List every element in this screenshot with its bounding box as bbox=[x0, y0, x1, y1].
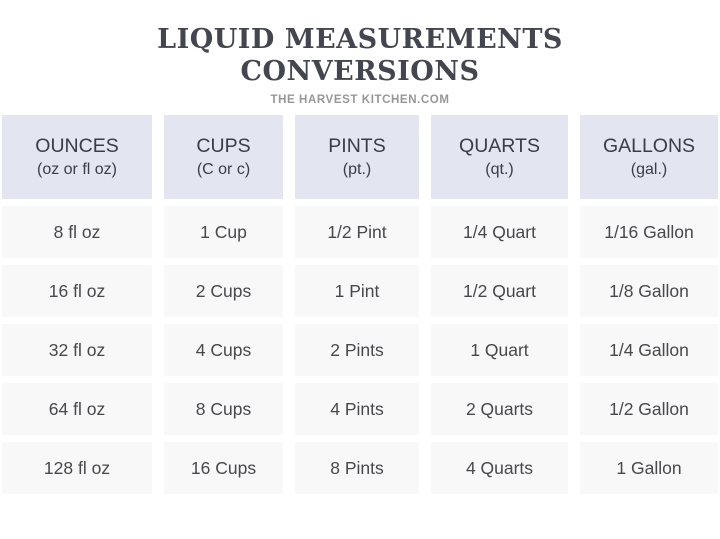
table-cell: 16 Cups bbox=[164, 442, 283, 494]
column-sublabel: (C or c) bbox=[196, 160, 251, 178]
table-cell: 8 Pints bbox=[295, 442, 419, 494]
table-cell: 4 Cups bbox=[164, 324, 283, 376]
title-block: LIQUID MEASUREMENTS CONVERSIONS THE HARV… bbox=[0, 24, 720, 106]
column-sublabel: (pt.) bbox=[342, 160, 372, 178]
table-cell: 128 fl oz bbox=[2, 442, 152, 494]
table-cell: 1 Quart bbox=[431, 324, 568, 376]
table-cell: 1 Gallon bbox=[580, 442, 718, 494]
table-cell: 2 Quarts bbox=[431, 383, 568, 435]
column-header-quarts: QUARTS (qt.) bbox=[431, 115, 568, 199]
column-label: QUARTS bbox=[459, 135, 540, 158]
table-cell: 1/2 Pint bbox=[295, 206, 419, 258]
table-cell: 1/2 Quart bbox=[431, 265, 568, 317]
page-title-line2: CONVERSIONS bbox=[240, 55, 480, 87]
column-sublabel: (oz or fl oz) bbox=[36, 160, 117, 178]
table-cell: 2 Cups bbox=[164, 265, 283, 317]
column-label: GALLONS bbox=[602, 135, 696, 158]
table-cell: 1/4 Quart bbox=[431, 206, 568, 258]
table-cell: 1/8 Gallon bbox=[580, 265, 718, 317]
table-cell: 32 fl oz bbox=[2, 324, 152, 376]
table-cell: 1 Cup bbox=[164, 206, 283, 258]
table-cell: 1/4 Gallon bbox=[580, 324, 718, 376]
table-cell: 1/2 Gallon bbox=[580, 383, 718, 435]
column-header-pints: PINTS (pt.) bbox=[295, 115, 419, 199]
table-cell: 8 fl oz bbox=[2, 206, 152, 258]
column-label: OUNCES bbox=[35, 135, 119, 158]
column-header-cups: CUPS (C or c) bbox=[164, 115, 283, 199]
column-header-ounces: OUNCES (oz or fl oz) bbox=[2, 115, 152, 199]
column-label: CUPS bbox=[196, 135, 251, 158]
column-sublabel: (gal.) bbox=[630, 160, 668, 178]
conversion-table: OUNCES (oz or fl oz) CUPS (C or c) PINTS (pt.… bbox=[2, 115, 718, 494]
table-cell: 64 fl oz bbox=[2, 383, 152, 435]
source-attribution: THE HARVEST KITCHEN.COM bbox=[270, 94, 450, 107]
column-sublabel: (qt.) bbox=[485, 160, 514, 178]
column-header-gallons: GALLONS (gal.) bbox=[580, 115, 718, 199]
column-label: PINTS bbox=[328, 135, 386, 158]
table-cell: 4 Quarts bbox=[431, 442, 568, 494]
table-cell: 4 Pints bbox=[295, 383, 419, 435]
table-cell: 1/16 Gallon bbox=[580, 206, 718, 258]
page-title-line1: LIQUID MEASUREMENTS bbox=[157, 24, 563, 55]
table-cell: 2 Pints bbox=[295, 324, 419, 376]
table-cell: 8 Cups bbox=[164, 383, 283, 435]
table-cell: 16 fl oz bbox=[2, 265, 152, 317]
table-cell: 1 Pint bbox=[295, 265, 419, 317]
